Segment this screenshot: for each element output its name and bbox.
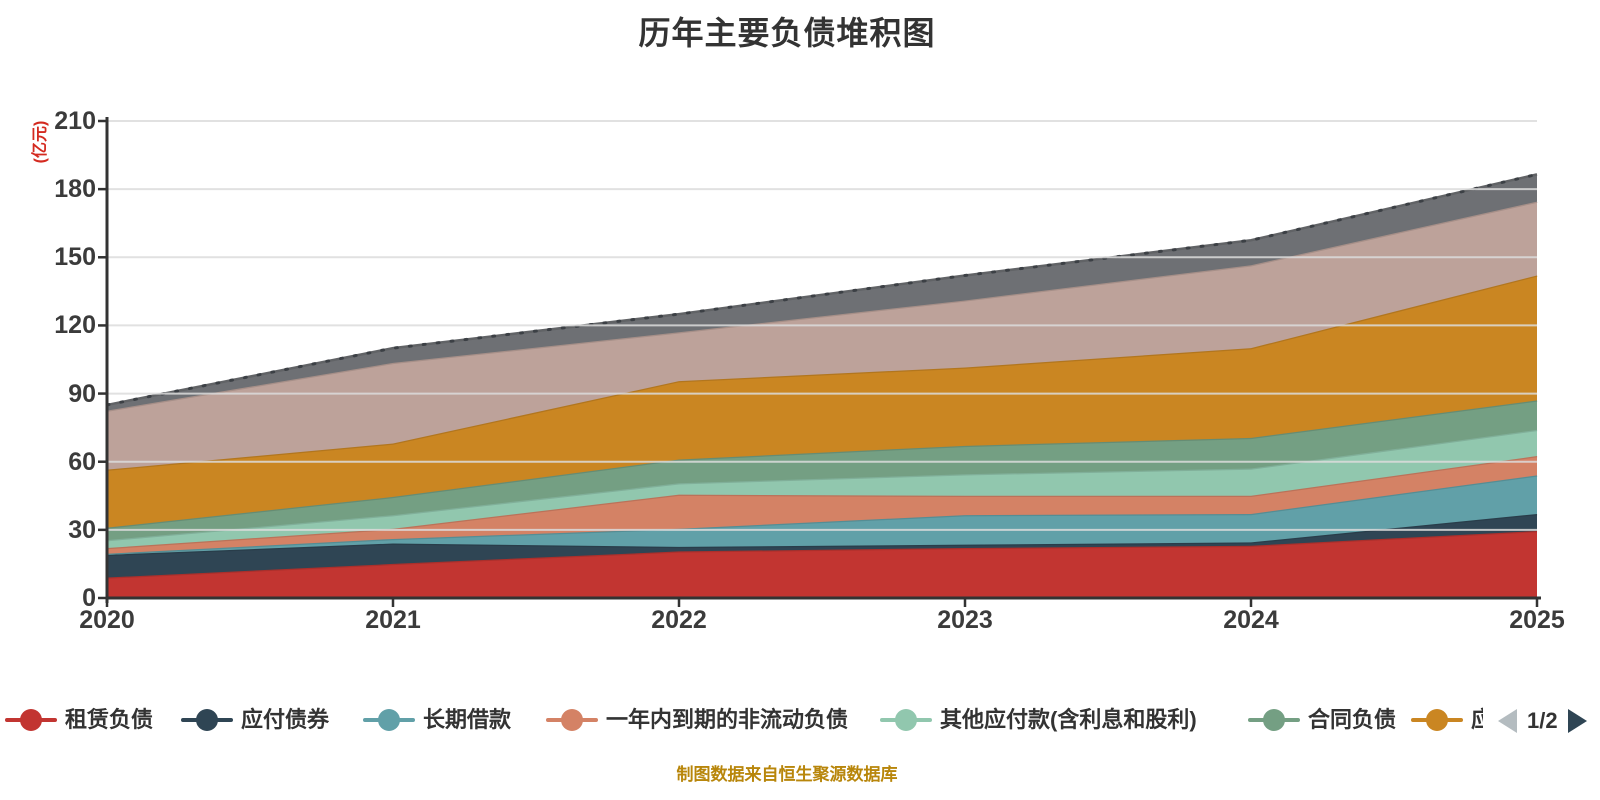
legend-label: 合同负债	[1308, 707, 1397, 732]
legend-line-dot-icon	[1248, 708, 1300, 732]
y-axis-tick-label-60: 60	[68, 447, 96, 476]
legend-dot	[196, 709, 218, 731]
legend-line-dot-icon	[546, 708, 598, 732]
legend-line-dot-icon	[181, 708, 233, 732]
area-series-6	[107, 275, 1537, 528]
area-series-7	[107, 201, 1537, 470]
legend-dot	[20, 709, 42, 731]
legend-line-dot-icon	[880, 708, 932, 732]
legend-next-arrow-icon[interactable]	[1567, 709, 1587, 733]
legend-page-indicator: 1/2	[1527, 708, 1558, 733]
legend-prev-arrow-icon[interactable]	[1498, 709, 1517, 733]
x-axis-tick-label-2023: 2023	[937, 606, 993, 634]
legend-dot	[378, 709, 400, 731]
legend-dot	[1426, 709, 1448, 731]
y-axis-tick-label-0: 0	[82, 584, 96, 612]
y-axis-tick-label-210: 210	[54, 107, 96, 135]
legend-dot	[561, 709, 583, 731]
legend-label: 一年内到期的非流动负债	[606, 707, 849, 732]
topline-symbol-dots	[105, 172, 1539, 407]
x-axis-tick-label-2020: 2020	[79, 606, 135, 634]
area-topline-6	[106, 274, 1538, 471]
area-series-5	[107, 400, 1537, 541]
y-axis-tick-label-150: 150	[54, 243, 96, 272]
legend-label: 其他应付款(含利息和股利)	[940, 707, 1197, 732]
x-axis-tick-label-2025: 2025	[1509, 606, 1565, 634]
y-axis-tick-label-180: 180	[54, 175, 96, 204]
legend-label: 租赁负债	[65, 707, 154, 732]
legend-label: 长期借款	[423, 707, 512, 732]
legend-line-dot-icon	[363, 708, 415, 732]
legend-label: 应	[1471, 707, 1483, 732]
legend-line-dot-icon	[5, 708, 57, 732]
x-axis-tick-label-2022: 2022	[651, 606, 707, 634]
area-series-0	[107, 530, 1537, 598]
x-axis-tick-label-2024: 2024	[1223, 606, 1279, 634]
legend-line-dot-icon	[1411, 708, 1463, 732]
legend-dot	[1263, 709, 1285, 731]
legend: 租赁负债 应付债券 长期借款 一年内到期的非流动负债 其他应付款(含利息和股利) 合同负债…	[0, 702, 1600, 742]
y-axis-tick-label-30: 30	[68, 515, 96, 544]
y-axis-tick-label-120: 120	[54, 311, 96, 340]
y-axis-tick-label-90: 90	[68, 379, 96, 408]
area-series-4	[107, 429, 1537, 549]
chart-footer-source-note: 制图数据来自恒生聚源数据库	[676, 765, 898, 784]
area-series-2	[107, 475, 1537, 555]
chart-title: 历年主要负债堆积图	[638, 15, 936, 51]
x-axis-tick-label-2021: 2021	[365, 606, 421, 634]
area-series-8	[107, 174, 1537, 411]
legend-label: 应付债券	[241, 707, 330, 732]
legend-dot	[895, 709, 917, 731]
